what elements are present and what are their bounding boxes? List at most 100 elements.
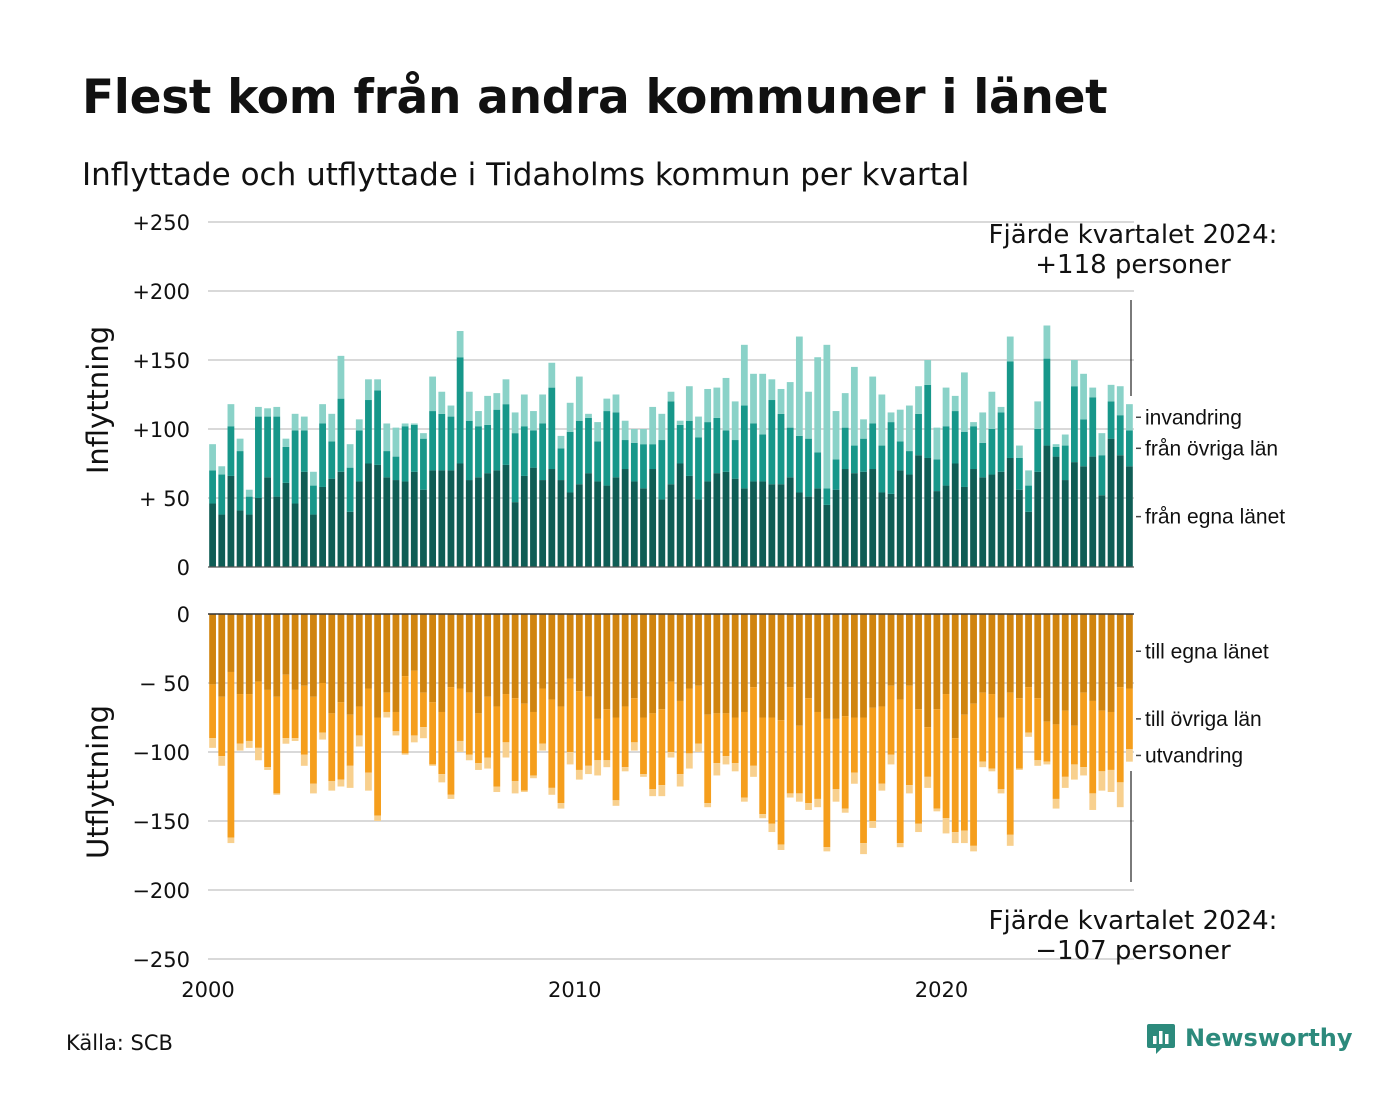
bar-till-övriga-län — [814, 711, 822, 799]
chart-title: Flest kom från andra kommuner i länet — [82, 70, 1108, 125]
bar-till-övriga-län — [1006, 692, 1014, 835]
bar-utvandring — [896, 843, 904, 848]
bar-från-övriga-län — [869, 423, 877, 470]
bar-utvandring — [245, 740, 253, 748]
bar-till-övriga-län — [988, 694, 996, 769]
annotation-text: Fjärde kvartalet 2024: — [989, 220, 1278, 250]
bar-till-egna-länet — [979, 614, 987, 693]
bar-från-övriga-län — [374, 390, 381, 465]
bar-från-egna-länet — [401, 481, 409, 567]
bar-från-egna-länet — [695, 499, 702, 567]
bar-från-övriga-län — [575, 420, 583, 485]
bar-från-egna-länet — [970, 469, 977, 567]
bar-från-övriga-län — [465, 420, 473, 481]
bar-till-övriga-län — [713, 713, 721, 764]
bar-till-egna-länet — [1107, 614, 1115, 712]
bar-invandring — [1080, 373, 1087, 420]
bar-från-övriga-län — [255, 416, 262, 498]
bar-från-egna-länet — [530, 467, 537, 567]
bar-till-egna-länet — [255, 614, 262, 682]
bar-utvandring — [264, 767, 271, 770]
bar-utvandring — [869, 821, 877, 828]
bar-från-övriga-län — [438, 413, 446, 471]
bar-till-övriga-län — [630, 698, 638, 743]
bar-invandring — [915, 386, 922, 414]
bar-till-övriga-län — [942, 694, 950, 819]
bar-utvandring — [520, 790, 528, 793]
bar-utvandring — [970, 845, 977, 852]
bar-invandring — [557, 435, 565, 449]
bar-invandring — [621, 420, 629, 441]
bar-till-egna-länet — [493, 614, 501, 707]
bar-invandring — [300, 416, 308, 431]
bar-till-egna-länet — [841, 614, 849, 717]
bar-utvandring — [328, 780, 336, 791]
bar-invandring — [337, 355, 345, 399]
bar-från-övriga-län — [1071, 386, 1078, 463]
bar-till-övriga-län — [795, 725, 803, 794]
bar-till-övriga-län — [346, 714, 354, 766]
bar-utvandring — [786, 793, 794, 798]
bar-till-egna-länet — [374, 614, 381, 718]
bar-från-egna-länet — [1061, 480, 1069, 567]
bar-från-övriga-län — [1126, 430, 1133, 467]
bar-invandring — [456, 331, 464, 358]
bar-till-övriga-län — [1016, 698, 1023, 769]
bar-till-egna-länet — [1043, 614, 1051, 722]
bar-från-övriga-län — [456, 357, 464, 464]
bar-till-egna-länet — [832, 614, 840, 719]
bar-till-egna-länet — [227, 614, 235, 672]
bar-från-övriga-län — [1025, 485, 1032, 512]
bar-från-egna-länet — [878, 492, 886, 567]
bar-invandring — [1126, 404, 1133, 431]
bar-från-egna-länet — [236, 510, 244, 567]
bar-till-övriga-län — [264, 689, 271, 768]
bar-invandring — [988, 391, 996, 429]
bar-invandring — [832, 411, 840, 460]
bar-invandring — [484, 395, 492, 425]
bar-från-övriga-län — [740, 405, 748, 489]
bar-utvandring — [887, 754, 895, 765]
bar-till-övriga-län — [685, 688, 693, 754]
bar-från-egna-länet — [850, 473, 858, 567]
bar-från-egna-länet — [640, 488, 647, 567]
bar-till-egna-länet — [777, 614, 785, 721]
y-tick-label: −150 — [132, 810, 190, 834]
bar-invandring — [310, 471, 317, 486]
bar-till-övriga-län — [575, 691, 583, 770]
bar-till-övriga-län — [850, 717, 858, 773]
bar-utvandring — [997, 789, 1005, 794]
bar-till-egna-länet — [328, 614, 336, 714]
bar-från-övriga-län — [392, 456, 400, 481]
bar-från-övriga-län — [933, 459, 941, 492]
bar-invandring — [438, 391, 446, 414]
bar-till-egna-länet — [484, 614, 492, 697]
bar-utvandring — [401, 753, 409, 755]
bar-till-övriga-län — [759, 717, 767, 815]
bar-utvandring — [291, 738, 299, 741]
bar-till-egna-länet — [640, 614, 647, 718]
bar-till-övriga-län — [1107, 711, 1115, 770]
bar-från-egna-länet — [887, 493, 895, 567]
bar-till-egna-länet — [502, 614, 510, 695]
bar-invandring — [1116, 386, 1124, 416]
series-label-till-egna-länet: till egna länet — [1145, 640, 1269, 663]
bar-till-övriga-län — [786, 687, 794, 794]
bar-från-egna-länet — [722, 471, 730, 567]
bar-till-övriga-län — [300, 685, 308, 755]
bar-till-egna-länet — [750, 614, 757, 688]
bar-från-egna-länet — [465, 480, 473, 567]
bar-till-egna-länet — [722, 614, 730, 714]
bar-från-egna-länet — [869, 469, 877, 567]
bar-från-övriga-län — [539, 423, 547, 481]
bar-till-egna-länet — [795, 614, 803, 726]
bar-invandring — [860, 419, 867, 439]
bar-invandring — [1071, 360, 1078, 387]
x-tick-label: 2010 — [548, 978, 601, 1002]
bar-invandring — [630, 429, 638, 443]
bar-invandring — [218, 466, 226, 475]
bar-utvandring — [539, 743, 547, 751]
bar-utvandring — [814, 798, 822, 808]
bar-utvandring — [640, 774, 647, 777]
bar-utvandring — [273, 793, 281, 795]
